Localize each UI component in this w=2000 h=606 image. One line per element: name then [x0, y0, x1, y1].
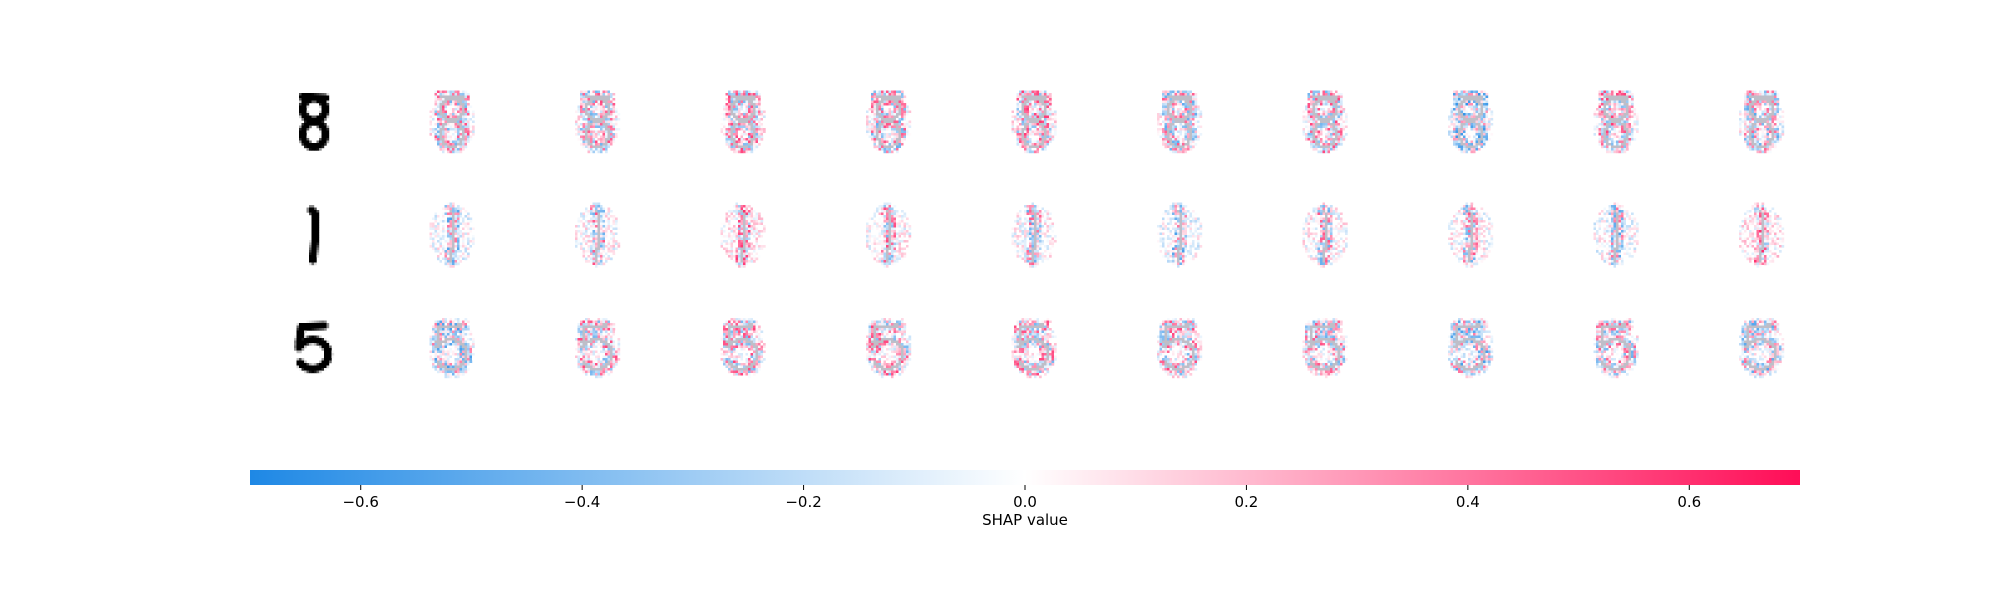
- shap-map-5-output-4: [1011, 318, 1057, 379]
- colorbar: −0.6 −0.4 −0.2 0.0 0.2 0.4 0.6 SHAP value: [250, 470, 1800, 529]
- colorbar-tick-label: 0.4: [1456, 493, 1480, 511]
- shap-map-5-output-2: [720, 318, 766, 379]
- colorbar-tick-label: 0.2: [1234, 493, 1258, 511]
- colorbar-gradient: [250, 470, 1800, 485]
- colorbar-label: SHAP value: [982, 511, 1068, 529]
- shap-map-8-output-4: [1011, 90, 1057, 154]
- original-image-5: [294, 320, 335, 374]
- shap-map-1-output-0: [429, 202, 475, 268]
- shap-map-1-output-5: [1157, 202, 1203, 268]
- shap-map-5-output-6: [1302, 318, 1348, 379]
- shap-map-8-output-8: [1593, 90, 1639, 154]
- shap-map-5-output-1: [575, 318, 621, 379]
- shap-map-5-output-9: [1739, 318, 1785, 379]
- shap-map-8-output-1: [575, 90, 621, 154]
- colorbar-tick-label: 0.0: [1013, 493, 1037, 511]
- shap-map-1-output-4: [1011, 202, 1057, 268]
- shap-map-5-output-8: [1593, 318, 1639, 379]
- shap-map-5-output-0: [429, 318, 475, 379]
- image-grid: [294, 90, 1785, 379]
- colorbar-tick-label: 0.6: [1677, 493, 1701, 511]
- shap-map-1-output-3: [866, 202, 912, 268]
- colorbar-tick-label: −0.2: [785, 493, 821, 511]
- shap-map-8-output-5: [1157, 90, 1203, 154]
- shap-map-5-output-3: [866, 318, 912, 379]
- shap-map-8-output-6: [1302, 90, 1348, 154]
- shap-map-1-output-6: [1302, 202, 1348, 268]
- colorbar-tick-label: −0.4: [564, 493, 600, 511]
- shap-map-8-output-2: [720, 90, 766, 154]
- shap-map-1-output-9: [1739, 202, 1785, 268]
- colorbar-tick-label: −0.6: [342, 493, 378, 511]
- shap-map-1-output-2: [720, 202, 766, 268]
- shap-map-8-output-7: [1448, 90, 1494, 154]
- original-image-1: [306, 205, 320, 266]
- shap-map-8-output-3: [866, 90, 912, 154]
- original-image-8: [299, 93, 330, 151]
- shap-map-8-output-9: [1739, 90, 1785, 154]
- shap-map-5-output-7: [1448, 318, 1494, 379]
- shap-map-1-output-7: [1448, 202, 1494, 268]
- colorbar-ticks: −0.6 −0.4 −0.2 0.0 0.2 0.4 0.6: [342, 485, 1701, 511]
- shap-map-1-output-8: [1593, 202, 1639, 268]
- shap-map-8-output-0: [429, 90, 475, 154]
- shap-map-1-output-1: [575, 202, 621, 268]
- shap-map-5-output-5: [1157, 318, 1203, 379]
